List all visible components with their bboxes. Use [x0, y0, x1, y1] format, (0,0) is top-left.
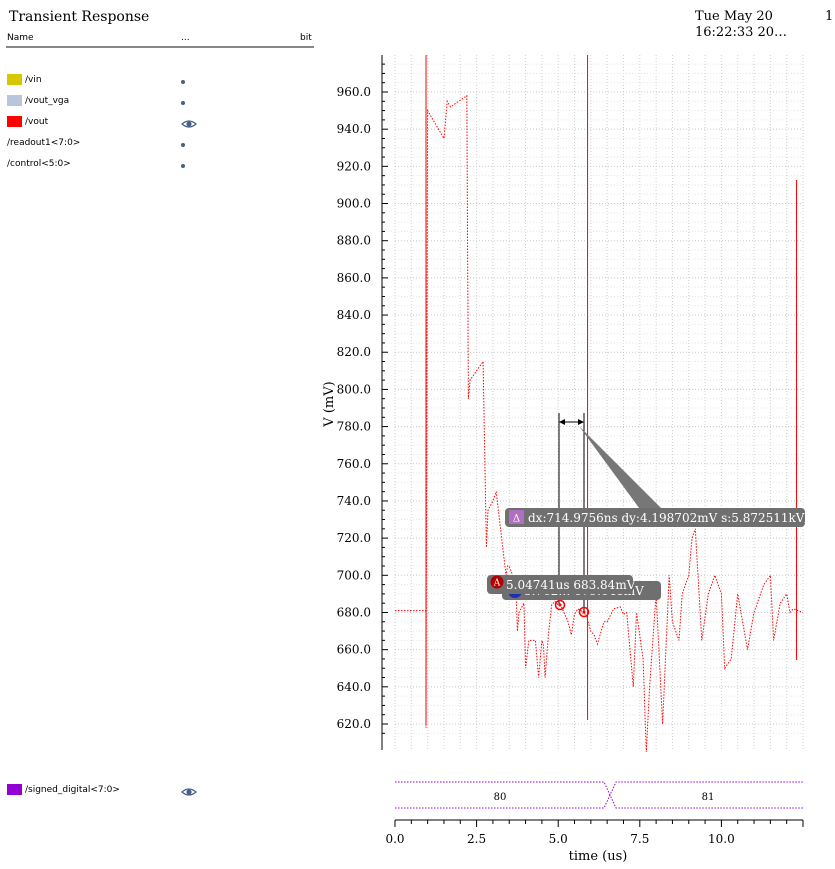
signal-row-vout-vga[interactable]: /vout_vga [7, 95, 207, 109]
signal-row-control[interactable]: /control<5:0> [7, 158, 207, 172]
delta-arrow-left-head [559, 419, 565, 425]
window-title: Transient Response [9, 9, 150, 25]
y-tick-label: 660.0 [337, 643, 371, 657]
y-tick-label: 880.0 [337, 234, 371, 248]
signed-digital-color-swatch [7, 784, 22, 795]
visibility-eye-icon[interactable] [181, 119, 197, 129]
signal-name: /readout1<7:0> [7, 138, 81, 148]
delta-callout-pointer [579, 426, 665, 516]
x-tick-label: 10.0 [708, 832, 735, 846]
signal-row-signed-digital[interactable]: /signed_digital<7:0> [7, 784, 207, 798]
y-tick-label: 800.0 [337, 382, 371, 396]
marker-a-icon [490, 575, 504, 589]
y-axis: 960.0 940.0 920.0 900.0 880.0 860.0 840.0 820.0… [337, 55, 388, 750]
y-tick-label: 700.0 [337, 568, 371, 582]
x-axis: 0.0 2.5 5.0 7.5 10.0 [385, 819, 804, 846]
visibility-dot-icon[interactable] [181, 143, 185, 147]
visibility-dot-icon[interactable] [181, 101, 185, 105]
plot-grid [394, 55, 804, 750]
x-tick-label: 0.0 [385, 832, 404, 846]
vout-vga-color-swatch [7, 95, 22, 106]
y-tick-label: 840.0 [337, 308, 371, 322]
signal-name: /control<5:0> [7, 159, 71, 169]
x-tick-label: 5.0 [549, 832, 568, 846]
delta-icon: Δ [513, 514, 520, 525]
unit-column-header[interactable]: bit [300, 33, 312, 43]
y-tick-label: 960.0 [337, 85, 371, 99]
y-tick-label: 940.0 [337, 122, 371, 136]
delta-label-box [505, 508, 805, 527]
signal-name: /vout [25, 117, 49, 127]
marker-b-point [578, 606, 590, 618]
y-tick-label: 740.0 [337, 494, 371, 508]
marker-a-point [554, 599, 566, 611]
delta-label: dx:714.9756ns dy:4.198702mV s:5.872511kV… [528, 511, 815, 525]
digital-bus-trace: 80 81 [395, 781, 803, 809]
signal-row-readout1[interactable]: /readout1<7:0> [7, 137, 207, 151]
y-tick-label: 820.0 [337, 345, 371, 359]
delta-arrow-right-head [578, 419, 584, 425]
date-text: Tue May 20 [695, 9, 773, 24]
signal-name: /signed_digital<7:0> [25, 785, 120, 795]
signal-name: /vin [25, 75, 42, 85]
page-number: 1 [825, 9, 834, 24]
y-tick-label: 640.0 [337, 680, 371, 694]
x-tick-label: 7.5 [630, 832, 649, 846]
marker-a-icon-letter: A [493, 579, 501, 589]
y-tick-label: 900.0 [337, 197, 371, 211]
marker-a-label: 5.04741us 683.84mV [506, 578, 636, 592]
digital-bus-upper [395, 781, 803, 809]
marker-a[interactable]: A 5.04741us 683.84mV [487, 575, 636, 611]
y-tick-label: 680.0 [337, 605, 371, 619]
vin-color-swatch [7, 74, 22, 85]
vout-color-swatch [7, 116, 22, 127]
visibility-column-header[interactable]: ... [181, 33, 190, 43]
x-tick-label: 2.5 [467, 832, 486, 846]
y-tick-label: 760.0 [337, 457, 371, 471]
y-tick-label: 720.0 [337, 531, 371, 545]
time-text: 16:22:33 20… [695, 25, 788, 40]
visibility-dot-icon[interactable] [181, 164, 185, 168]
y-axis-label: V (mV) [322, 381, 337, 427]
digital-bus-lower [395, 781, 803, 809]
digital-bus-value: 80 [494, 792, 507, 803]
signal-name: /vout_vga [25, 96, 70, 106]
name-column-header[interactable]: Name [7, 33, 34, 43]
x-axis-label: time (us) [569, 849, 628, 864]
delta-marker[interactable]: Δ dx:714.9756ns dy:4.198702mV s:5.872511… [505, 413, 815, 612]
y-tick-label: 620.0 [337, 717, 371, 731]
marker-a-label-box [487, 575, 633, 594]
signal-row-vin[interactable]: /vin [7, 74, 207, 88]
visibility-eye-icon[interactable] [181, 787, 197, 797]
vout-trace [395, 55, 804, 752]
y-tick-label: 780.0 [337, 420, 371, 434]
delta-icon-box [509, 510, 524, 524]
y-tick-label: 920.0 [337, 159, 371, 173]
digital-bus-value: 81 [702, 792, 715, 803]
signal-row-vout[interactable]: /vout [7, 116, 207, 130]
visibility-dot-icon[interactable] [181, 80, 185, 84]
signal-list-header: Name ... bit [6, 33, 314, 48]
y-tick-label: 860.0 [337, 271, 371, 285]
timestamp: Tue May 20 16:22:33 20… [695, 9, 787, 41]
